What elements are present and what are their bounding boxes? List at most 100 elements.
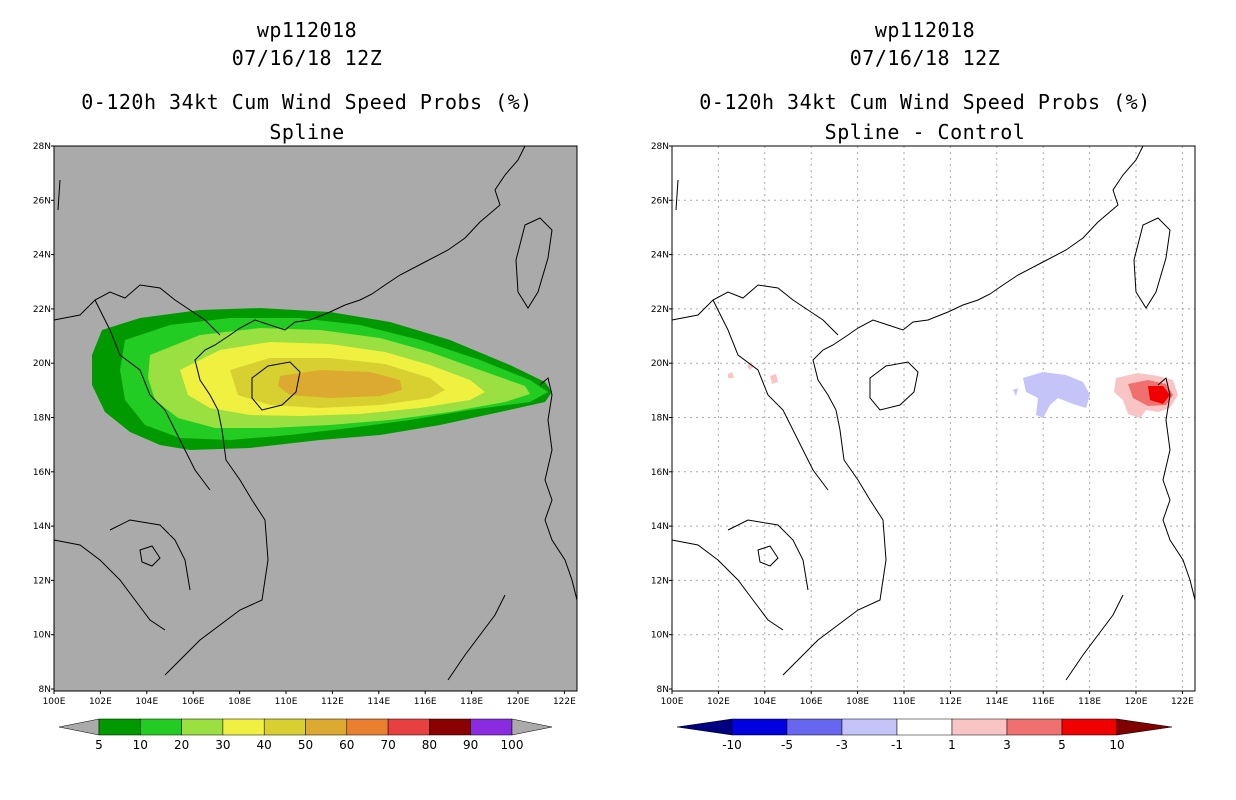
lon-tick-label: 106E [182, 697, 205, 707]
lat-tick-label: 20N [33, 359, 51, 369]
lat-tick-label: 8N [39, 685, 51, 695]
philippines-luzon [1157, 377, 1196, 601]
colorbar-segment [896, 718, 953, 736]
palawan-island [447, 594, 506, 681]
lon-tick-label: 108E [228, 697, 251, 707]
lon-tick-label: 114E [367, 697, 390, 707]
difference-panel: wp112018 07/16/18 12Z 0-120h 34kt Cum Wi… [618, 0, 1236, 800]
lat-tick-label: 20N [651, 359, 669, 369]
colorbar-label: 100 [501, 738, 524, 752]
colorbar-segment [387, 718, 430, 736]
colorbar-segment [1006, 718, 1063, 736]
colorbar-segment [181, 718, 224, 736]
lon-tick-label: 122E [553, 697, 576, 707]
lon-tick-label: 118E [1078, 697, 1101, 707]
map-frame [671, 145, 1196, 692]
positive-diff-spot-3 [770, 374, 778, 384]
lat-tick-label: 24N [651, 251, 669, 261]
forecast-datetime: 07/16/18 12Z [231, 46, 383, 70]
colorbar-segment [140, 718, 182, 736]
lat-tick-label: 18N [33, 414, 51, 424]
colorbar-label: 60 [339, 738, 354, 752]
difference-colorbar: -10 -5 -3 -1 1 3 5 10 [676, 718, 1173, 752]
colorbar-label: 10 [133, 738, 148, 752]
prob-contour-50 [278, 370, 402, 398]
taiwan-island [1133, 217, 1171, 309]
probability-map: 28N 26N 24N 22N 20N 18N 16N 14N 12N 10N 8N 100E 102E… [33, 142, 578, 752]
lon-tick-label: 114E [985, 697, 1008, 707]
probability-swath [92, 308, 552, 450]
lat-tick-label: 12N [651, 576, 669, 586]
positive-diff-spot-1 [728, 372, 734, 378]
colorbar-label: 5 [95, 738, 103, 752]
forecast-datetime: 07/16/18 12Z [849, 46, 1001, 70]
storm-id: wp112018 [256, 18, 358, 42]
lat-tick-label: 10N [33, 631, 51, 641]
lat-tick-label: 10N [651, 631, 669, 641]
colorbar-segment [951, 718, 1008, 736]
colorbar-label: 70 [380, 738, 395, 752]
lat-tick-label: 26N [651, 196, 669, 206]
negative-diff-area [1023, 372, 1090, 418]
lon-tick-label: 104E [753, 697, 776, 707]
taiwan-island [515, 217, 553, 309]
colorbar-segment [429, 718, 471, 736]
colorbar-over-arrow [511, 718, 553, 736]
lon-tick-label: 100E [43, 697, 66, 707]
lat-tick-label: 14N [33, 522, 51, 532]
product-title: 0-120h 34kt Cum Wind Speed Probs (%) [699, 90, 1151, 114]
lon-tick-label: 112E [321, 697, 344, 707]
colorbar-over-arrow [1116, 718, 1173, 736]
lat-tick-label: 18N [651, 414, 669, 424]
map-background [672, 146, 1195, 691]
colorbar-label: 5 [1058, 738, 1066, 752]
colorbar-label: 1 [948, 738, 956, 752]
colorbar-label: 30 [215, 738, 230, 752]
panel-subtitle: Spline [269, 120, 345, 144]
difference-map: 28N 26N 24N 22N 20N 18N 16N 14N 12N 10N 8N 100E 102E… [651, 142, 1196, 752]
colorbar-label: 50 [298, 738, 313, 752]
lon-tick-label: 120E [1125, 697, 1148, 707]
lon-tick-label: 106E [800, 697, 823, 707]
colorbar-segment [841, 718, 898, 736]
lon-tick-label: 110E [275, 697, 298, 707]
product-title: 0-120h 34kt Cum Wind Speed Probs (%) [81, 90, 533, 114]
colorbar-under-arrow [58, 718, 100, 736]
lon-tick-label: 104E [135, 697, 158, 707]
colorbar-segment [1061, 718, 1118, 736]
lat-tick-label: 22N [651, 305, 669, 315]
storm-id: wp112018 [874, 18, 976, 42]
colorbar-segment [263, 718, 306, 736]
colorbar-segment [98, 718, 141, 736]
hainan-island [251, 361, 301, 411]
lon-tick-label: 100E [661, 697, 684, 707]
colorbar-label: -5 [781, 738, 793, 752]
lon-tick-label: 120E [507, 697, 530, 707]
colorbar-label: 80 [422, 738, 437, 752]
colorbar-label: -1 [891, 738, 903, 752]
map-axes: 28N 26N 24N 22N 20N 18N 16N 14N 12N 10N 8N 100E 102E… [651, 142, 1194, 707]
probability-colorbar: 5 10 20 30 40 50 60 70 80 90 100 [58, 718, 553, 752]
positive-diff-spot-2 [747, 362, 754, 370]
colorbar-segment [731, 718, 788, 736]
mainland-coastline [782, 145, 1144, 676]
lon-tick-label: 112E [939, 697, 962, 707]
lat-tick-label: 28N [651, 142, 669, 152]
colorbar-label: 90 [463, 738, 478, 752]
colorbar-segment [346, 718, 389, 736]
colorbar-segment [470, 718, 513, 736]
map-gridlines [672, 146, 1195, 691]
lon-tick-label: 102E [707, 697, 730, 707]
lat-tick-label: 16N [651, 468, 669, 478]
coastlines [671, 145, 1196, 681]
colorbar-label: 3 [1003, 738, 1011, 752]
colorbar-label: -3 [836, 738, 848, 752]
lat-tick-label: 24N [33, 251, 51, 261]
inland-border [53, 179, 221, 631]
colorbar-label: 40 [257, 738, 272, 752]
difference-areas [728, 362, 1178, 418]
colorbar-label: -10 [722, 738, 742, 752]
lat-tick-label: 16N [33, 468, 51, 478]
tonle-sap-lake [139, 545, 161, 567]
mainland-coastline [164, 145, 526, 676]
